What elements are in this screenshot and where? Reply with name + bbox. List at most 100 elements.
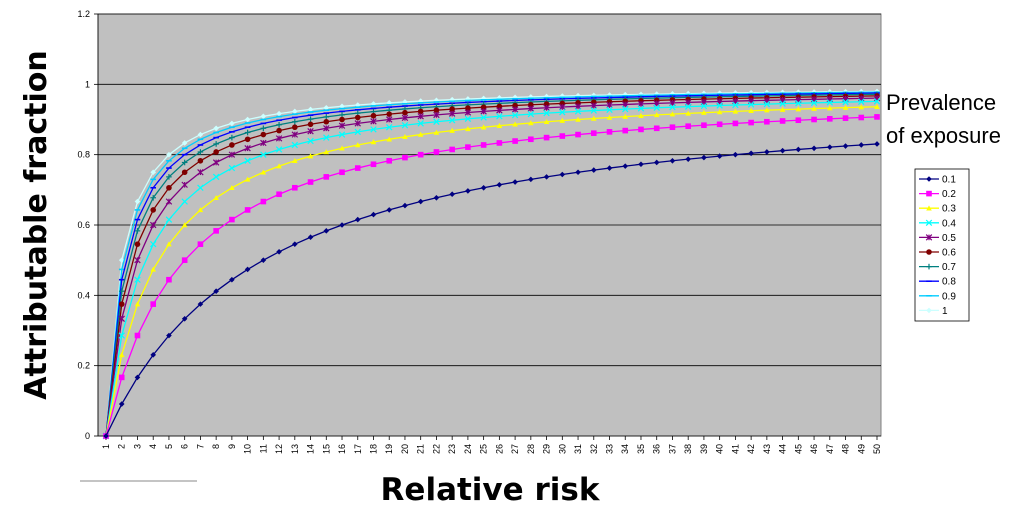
data-point: [402, 202, 408, 209]
series-0.2: [103, 114, 880, 439]
x-tick-label: 41: [730, 444, 740, 454]
data-point: [449, 146, 455, 153]
x-tick-label: 24: [463, 444, 473, 454]
data-point: [448, 110, 456, 117]
data-point: [433, 118, 440, 125]
x-tick-label: 42: [746, 444, 756, 454]
x-tick-label: 9: [227, 444, 237, 449]
data-point: [590, 107, 597, 114]
x-tick-label: 18: [368, 444, 378, 454]
data-point: [244, 136, 251, 143]
data-point: [543, 174, 550, 180]
legend-label: 1: [942, 306, 948, 317]
data-point: [764, 149, 770, 155]
data-point: [134, 228, 141, 234]
x-tick-label: 11: [258, 444, 268, 453]
data-point: [370, 112, 377, 119]
x-tick-label: 6: [180, 444, 190, 449]
x-tick-label: 19: [384, 444, 394, 454]
data-point: [339, 222, 345, 228]
data-point: [511, 106, 519, 113]
data-point: [653, 104, 660, 112]
data-point: [213, 288, 219, 294]
legend-label: 0.9: [942, 291, 956, 302]
data-point: [370, 161, 377, 168]
data-point: [323, 228, 330, 234]
data-point: [512, 121, 518, 127]
data-point: [764, 107, 770, 113]
legend-label: 0.7: [942, 262, 956, 273]
data-point: [669, 157, 676, 164]
x-tick-label: 39: [699, 444, 709, 454]
data-point: [370, 211, 377, 218]
data-point: [181, 181, 188, 189]
data-point: [197, 301, 204, 307]
x-tick-label: 26: [494, 444, 504, 454]
data-point: [118, 332, 125, 339]
data-point: [386, 136, 393, 142]
data-point: [926, 307, 932, 314]
data-point: [118, 315, 125, 323]
data-point: [716, 90, 723, 96]
data-point: [292, 241, 298, 247]
data-point: [291, 141, 299, 149]
data-point: [842, 98, 849, 106]
data-point: [858, 98, 865, 105]
x-tick-label: 30: [557, 444, 567, 454]
data-point: [197, 184, 204, 191]
data-point: [925, 219, 933, 227]
legend-label: 0.8: [942, 277, 956, 288]
data-point: [826, 99, 834, 106]
data-point: [433, 149, 440, 155]
x-tick-label: 10: [243, 444, 253, 454]
data-point: [229, 142, 235, 148]
data-point: [212, 173, 220, 181]
data-point: [575, 116, 581, 122]
data-point: [669, 124, 676, 131]
data-point: [134, 198, 141, 205]
data-point: [528, 136, 534, 143]
data-point: [149, 240, 157, 248]
data-point: [732, 120, 739, 127]
data-point: [926, 205, 932, 211]
x-tick-label: 4: [148, 444, 158, 449]
x-axis-label: Relative risk: [381, 472, 601, 508]
x-tick-label: 32: [589, 444, 599, 454]
x-tick-label: 21: [416, 444, 426, 454]
data-point: [354, 216, 361, 223]
legend-label: 0.2: [942, 189, 956, 200]
data-point: [417, 108, 424, 115]
data-point: [149, 221, 157, 229]
legend-entry-0.6: 0.6: [919, 248, 956, 259]
data-point: [527, 110, 535, 118]
data-point: [197, 241, 204, 247]
legend-entry-0.5: 0.5: [919, 233, 956, 244]
data-point: [842, 104, 849, 110]
data-point: [433, 129, 440, 135]
data-point: [858, 114, 865, 121]
data-point: [925, 234, 933, 241]
data-point: [622, 163, 629, 169]
data-point: [386, 123, 393, 131]
data-point: [150, 266, 157, 272]
data-point: [166, 151, 172, 158]
x-tick-label: 50: [872, 444, 882, 454]
data-point: [339, 116, 345, 123]
x-tick-label: 20: [400, 444, 410, 454]
data-point: [795, 146, 802, 153]
data-point: [323, 118, 330, 125]
data-point: [684, 103, 692, 110]
legend-entry-0.8: 0.8: [919, 277, 956, 288]
data-point: [118, 374, 125, 381]
legend-entry-1: 1: [919, 306, 948, 317]
data-point: [926, 190, 932, 197]
y-tick-label: 1.2: [77, 9, 90, 19]
data-point: [575, 131, 581, 138]
legend-entry-0.3: 0.3: [919, 204, 956, 215]
data-point: [339, 103, 345, 110]
data-point: [465, 144, 471, 150]
data-point: [543, 134, 550, 141]
data-point: [685, 156, 691, 162]
data-point: [134, 241, 141, 247]
